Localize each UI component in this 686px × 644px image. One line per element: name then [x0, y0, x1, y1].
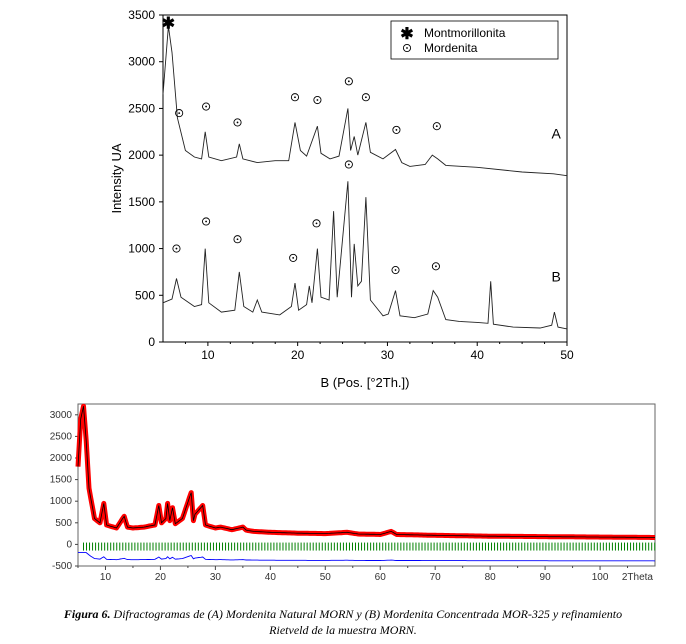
- y-tick-label: 500: [135, 288, 155, 302]
- y-tick-label: 1000: [128, 242, 155, 256]
- y-tick-label: 1000: [50, 496, 73, 507]
- series-annotation: B: [552, 268, 561, 284]
- x-tick-label: 50: [560, 348, 574, 362]
- mordenita-marker-dot: [236, 238, 239, 241]
- mordenita-marker-dot: [294, 96, 296, 99]
- series-annotation: A: [552, 125, 562, 141]
- mordenita-marker-dot: [178, 112, 181, 114]
- observed-pattern: [75, 403, 656, 540]
- reflection-markers: [82, 542, 656, 551]
- y-tick-label: 1500: [50, 475, 73, 486]
- mordenita-marker-dot: [205, 105, 207, 108]
- series-line-A: [162, 26, 568, 177]
- mordenita-marker: [202, 102, 211, 111]
- x-tick-label: 50: [320, 572, 332, 583]
- mordenita-marker-dot: [175, 247, 178, 250]
- y-tick-label: 2000: [50, 453, 73, 464]
- x-axis-label: B (Pos. [°2Th.]): [320, 375, 409, 390]
- plot-frame: [162, 14, 568, 343]
- legend-symbol-dot: [406, 47, 408, 49]
- mordenita-marker: [432, 122, 441, 131]
- mordenita-marker: [289, 253, 298, 262]
- mordenita-marker-dot: [347, 80, 350, 83]
- x-tick-label: 20: [291, 348, 305, 362]
- x-axis-label: 2Theta: [622, 572, 654, 583]
- mordenita-marker: [312, 219, 321, 228]
- top-xrd-chart: 10 20 30 40 500500100015002000250030003500B …: [109, 8, 574, 390]
- montmorillonita-marker: ✱: [162, 15, 175, 32]
- y-tick-label: 3500: [128, 8, 155, 22]
- mordenita-marker-dot: [236, 121, 239, 124]
- mordenita-marker: [233, 235, 242, 244]
- rietveld-refinement-chart: 10 20 30 40 50 60 70 80 90 100 -500 0 500 1000 1500 200…: [50, 403, 656, 583]
- mordenita-marker-dot: [395, 129, 398, 131]
- y-tick-label: 2500: [128, 101, 155, 115]
- legend-label: Mordenita: [424, 41, 478, 55]
- mordenita-marker: [172, 244, 181, 253]
- x-tick-label: 90: [540, 572, 552, 583]
- y-tick-label: 1500: [128, 195, 155, 209]
- x-tick-label: 80: [485, 572, 497, 583]
- mordenita-marker: [290, 93, 300, 102]
- mordenita-marker-dot: [364, 96, 367, 99]
- x-tick-label: 100: [592, 572, 609, 583]
- mordenita-marker: [361, 93, 370, 102]
- mordenita-marker: [344, 77, 353, 86]
- mordenita-marker: [431, 262, 440, 271]
- x-tick-label: 40: [265, 572, 277, 583]
- caption-line2: Rietveld de la muestra MORN.: [269, 623, 417, 637]
- mordenita-marker-dot: [394, 269, 397, 271]
- x-tick-label: 10: [100, 572, 112, 583]
- mordenita-marker-dot: [347, 163, 350, 166]
- y-tick-label: 0: [66, 539, 72, 550]
- y-axis-label: Intensity UA: [109, 143, 124, 213]
- legend-symbol: [402, 43, 412, 53]
- mordenita-marker-dot: [315, 222, 318, 225]
- mordenita-marker-dot: [205, 220, 207, 223]
- legend-label: Montmorillonita: [424, 26, 506, 40]
- x-tick-label: 60: [375, 572, 387, 583]
- y-tick-label: 500: [55, 518, 72, 529]
- y-tick-label: 3000: [128, 55, 155, 69]
- mordenita-marker: [233, 118, 242, 127]
- mordenita-marker: [313, 95, 322, 105]
- mordenita-marker: [175, 109, 184, 118]
- plot-frame: [77, 403, 656, 567]
- y-tick-label: 2000: [128, 148, 155, 162]
- x-tick-label: 20: [155, 572, 167, 583]
- mordenita-marker: [391, 266, 400, 275]
- y-tick-label: 2500: [50, 431, 73, 442]
- series-line-B: [162, 181, 568, 330]
- mordenita-marker-dot: [316, 99, 319, 101]
- mordenita-marker-dot: [435, 265, 437, 268]
- mordenita-marker: [392, 125, 401, 134]
- caption-text: Difractogramas de (A) Mordenita Natural …: [110, 607, 623, 621]
- x-tick-label: 30: [381, 348, 395, 362]
- x-tick-label: 70: [430, 572, 442, 583]
- x-tick-label: 40: [471, 348, 485, 362]
- difference-curve: [78, 552, 656, 562]
- figure-caption: Figura 6. Difractogramas de (A) Mordenit…: [0, 606, 686, 638]
- x-tick-label: 10: [201, 348, 215, 362]
- x-tick-label: 30: [210, 572, 222, 583]
- y-tick-label: 3000: [50, 410, 73, 421]
- mordenita-marker-dot: [435, 125, 438, 128]
- legend-box: [390, 20, 559, 60]
- y-tick-label: -500: [52, 561, 72, 572]
- mordenita-marker-dot: [292, 257, 295, 259]
- legend-symbol: ✱: [400, 26, 413, 43]
- calculated-pattern: [77, 406, 655, 538]
- caption-label: Figura 6.: [63, 607, 111, 621]
- mordenita-marker: [344, 160, 353, 169]
- y-tick-label: 0: [148, 335, 155, 349]
- mordenita-marker: [202, 217, 211, 226]
